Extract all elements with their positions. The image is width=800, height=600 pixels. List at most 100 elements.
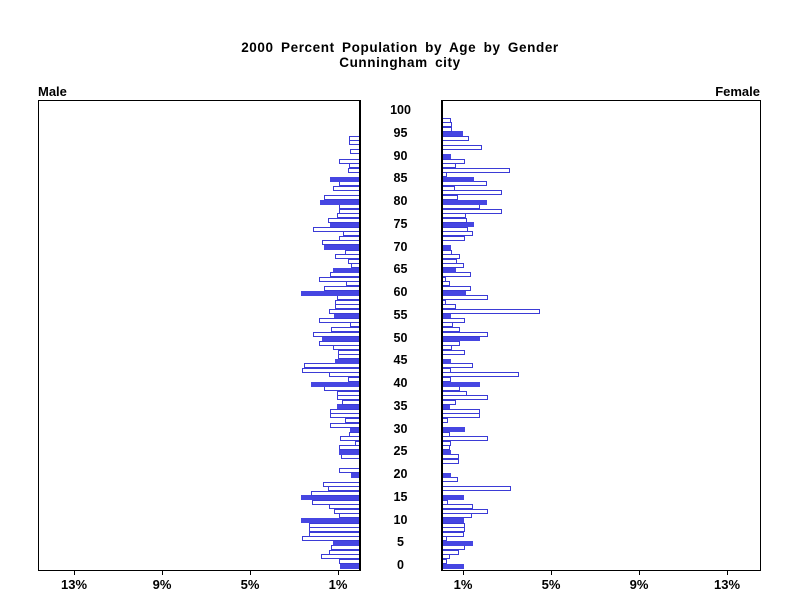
age-axis-label-95: 95: [393, 125, 408, 140]
chart-title: 2000 Percent Population by Age by Gender: [241, 40, 559, 55]
male-bar-age-2: [320, 554, 359, 560]
female-bar-age-10: [443, 518, 465, 523]
female-bar-age-63: [443, 276, 447, 282]
male-bar-age-55: [334, 313, 359, 319]
male-bar-age-70: [323, 245, 359, 250]
male-axis-tick-9pct: [162, 570, 163, 575]
male-bar-age-33: [330, 413, 359, 419]
male-bar-age-14: [312, 499, 359, 505]
female-bar-age-3: [443, 549, 460, 555]
male-bar-age-16: [311, 490, 359, 496]
female-bar-age-77: [443, 213, 467, 219]
male-bar-age-6: [302, 536, 359, 542]
female-axis-tick-5pct: [551, 570, 552, 575]
age-axis-label-50: 50: [393, 330, 408, 345]
male-bar-age-77: [337, 213, 359, 219]
female-bar-age-98: [443, 117, 451, 123]
male-bar-age-41: [348, 377, 359, 382]
age-axis-label-40: 40: [393, 376, 408, 390]
male-bar-age-26: [339, 445, 359, 451]
male-bar-age-45: [334, 358, 359, 364]
female-axis-tick-1pct: [463, 570, 464, 575]
female-bar-age-76: [443, 217, 467, 223]
female-bar-age-1: [443, 558, 448, 564]
male-bar-age-27: [354, 440, 359, 446]
female-bar-age-59: [443, 295, 489, 301]
male-bar-age-46: [337, 354, 359, 360]
male-bar-age-88: [349, 163, 359, 169]
male-bar-age-63: [319, 276, 359, 282]
male-bar-age-20: [351, 472, 359, 478]
male-bar-age-74: [312, 226, 359, 232]
male-bar-age-24: [341, 454, 359, 460]
female-bar-age-6: [443, 536, 448, 542]
male-bar-age-81: [323, 194, 359, 200]
male-axis-tick-label-1pct: 1%: [328, 577, 348, 592]
male-bar-age-61: [323, 285, 359, 291]
age-axis: 0 5 10 15 20 25 30 35 40 45 50 55 60 65 70 75 80 85 90 95 10…: [360, 100, 441, 572]
female-bar-age-65: [443, 267, 457, 273]
male-bar-age-10: [300, 518, 359, 523]
age-axis-label-85: 85: [393, 171, 408, 186]
male-bar-age-39: [324, 386, 359, 392]
male-bar-age-0: [340, 563, 359, 569]
female-bar-age-42: [443, 372, 519, 378]
age-axis-label-10: 10: [393, 512, 408, 527]
female-bar-age-2: [443, 554, 450, 560]
female-bar-age-62: [443, 281, 450, 287]
male-panel-header: Male: [38, 84, 67, 99]
male-bar-age-17: [327, 486, 359, 492]
male-bar-age-15: [301, 495, 359, 501]
age-axis-label-0: 0: [397, 558, 404, 572]
male-bar-age-60: [300, 290, 359, 296]
female-bar-age-68: [443, 254, 460, 260]
age-axis-label-35: 35: [393, 398, 408, 413]
female-bar-age-40: [443, 381, 481, 387]
female-bar-age-36: [443, 399, 457, 405]
female-bar-age-7: [443, 531, 465, 537]
male-bar-age-28: [340, 436, 359, 442]
male-bar-age-12: [334, 508, 359, 514]
female-bar-age-4: [443, 545, 465, 551]
female-bar-age-58: [443, 299, 447, 305]
male-bar-age-91: [350, 149, 359, 155]
male-bar-age-44: [304, 363, 359, 369]
male-bar-age-84: [338, 181, 359, 187]
male-bar-age-36: [342, 399, 359, 405]
female-bar-age-37: [443, 395, 489, 401]
male-axis-tick-13pct: [74, 570, 75, 575]
female-bar-age-23: [443, 458, 460, 464]
male-bar-age-21: [339, 467, 359, 473]
female-bar-age-79: [443, 204, 480, 210]
female-axis-tick-9pct: [639, 570, 640, 575]
age-axis-label-70: 70: [393, 239, 408, 254]
female-bar-age-20: [443, 472, 452, 478]
male-bar-age-38: [337, 390, 359, 396]
male-bar-age-31: [330, 422, 359, 428]
male-bar-age-78: [339, 208, 359, 214]
female-bar-age-87: [443, 167, 511, 173]
female-bar-age-24: [443, 454, 460, 460]
female-bar-age-80: [443, 199, 487, 205]
male-bar-age-32: [344, 417, 359, 423]
female-panel-header: Female: [715, 84, 760, 99]
male-bar-age-35: [337, 404, 359, 410]
female-axis-tick-label-9pct: 9%: [629, 577, 649, 592]
male-bar-age-50: [321, 336, 359, 341]
male-bar-age-64: [330, 272, 359, 278]
female-bar-age-28: [443, 436, 489, 442]
male-bar-age-11: [339, 513, 359, 519]
male-bar-age-49: [319, 340, 359, 346]
female-bars-panel: [441, 100, 761, 571]
male-axis-tick-5pct: [250, 570, 251, 575]
female-bar-age-27: [443, 440, 452, 446]
male-bar-age-25: [339, 449, 359, 455]
chart-subtitle: Cunningham city: [339, 55, 461, 70]
female-bar-age-55: [443, 313, 451, 319]
age-axis-label-65: 65: [393, 262, 408, 277]
female-bar-age-41: [443, 377, 451, 382]
female-bar-age-57: [443, 304, 457, 310]
female-bar-age-72: [443, 235, 465, 241]
female-bar-age-9: [443, 522, 465, 528]
